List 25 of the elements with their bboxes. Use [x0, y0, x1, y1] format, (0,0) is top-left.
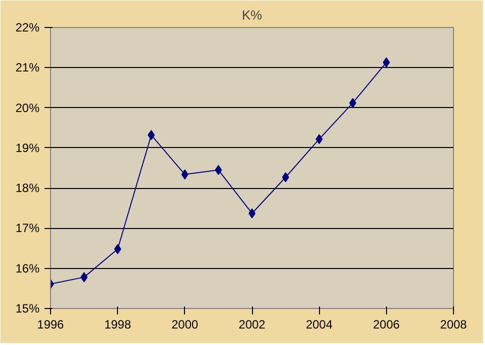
y-tick-label: 21%	[15, 60, 40, 75]
point	[282, 172, 290, 182]
y-tick-label: 18%	[15, 181, 40, 196]
point	[316, 134, 323, 144]
x-tick-label: 2000	[171, 318, 199, 332]
point	[114, 244, 122, 254]
chart-title: K%	[242, 8, 263, 22]
x-tick-label: 2002	[238, 318, 266, 332]
point	[80, 272, 88, 282]
y-tick-label: 20%	[15, 100, 40, 115]
x-tick-label: 1998	[104, 318, 132, 332]
point	[382, 57, 390, 68]
y-tick-label: 16%	[15, 261, 40, 276]
x-tick-label: 2004	[306, 318, 333, 332]
point	[214, 165, 222, 176]
y-tick-label: 17%	[15, 221, 40, 236]
x-tick-label: 2006	[372, 318, 400, 332]
y-tick-label: 15%	[15, 302, 40, 316]
y-tick-label: 22%	[15, 20, 40, 34]
x-tick-label: 2008	[440, 318, 468, 332]
x-tick-label: 1996	[37, 318, 64, 332]
point	[148, 130, 155, 140]
point	[181, 169, 188, 180]
point	[349, 98, 356, 108]
y-tick-label: 19%	[15, 140, 40, 155]
